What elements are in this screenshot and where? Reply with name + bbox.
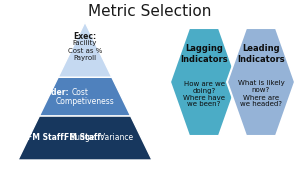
Text: FM Staff:: FM Staff: (27, 133, 69, 142)
Text: What is likely
now?
Where are
we headed?: What is likely now? Where are we headed? (238, 80, 284, 108)
Text: Facility
Cost as %
Payroll: Facility Cost as % Payroll (68, 40, 102, 61)
Text: How are we
doing?
Where have
we been?: How are we doing? Where have we been? (183, 80, 225, 108)
Text: Lagging
Indicators: Lagging Indicators (180, 44, 228, 64)
Polygon shape (227, 28, 295, 136)
Polygon shape (58, 22, 112, 77)
Polygon shape (18, 116, 152, 160)
Polygon shape (170, 28, 238, 136)
Text: FM Staff:: FM Staff: (64, 133, 106, 142)
Text: Exec:: Exec: (74, 32, 97, 41)
Text: Budget Variance: Budget Variance (70, 133, 133, 142)
Text: Leading
Indicators: Leading Indicators (237, 44, 285, 64)
Text: Competiveness: Competiveness (56, 97, 114, 106)
Text: FM Leader:: FM Leader: (20, 88, 71, 97)
Polygon shape (39, 77, 130, 116)
Text: Cost: Cost (72, 88, 89, 97)
Text: Metric Selection: Metric Selection (88, 4, 212, 19)
